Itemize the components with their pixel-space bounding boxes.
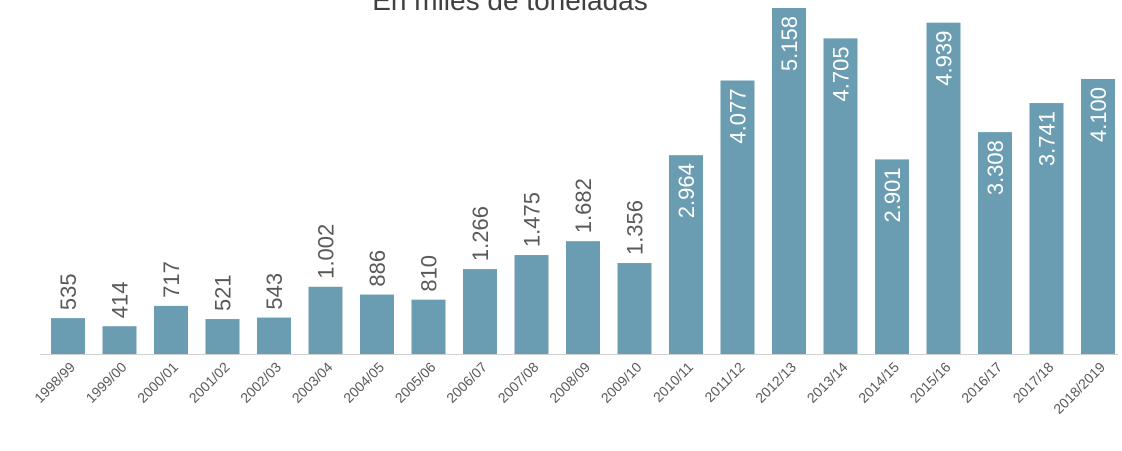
x-tick-label: 2003/04 — [289, 359, 336, 406]
bar — [360, 294, 394, 354]
x-tick-label: 2009/10 — [598, 359, 645, 406]
x-tick-label: 2012/13 — [752, 359, 799, 406]
x-tick-label: 2004/05 — [340, 359, 387, 406]
x-tick-label: 2000/01 — [134, 359, 181, 406]
x-tick-label: 1998/99 — [31, 359, 78, 406]
bar — [51, 318, 85, 354]
bar — [257, 317, 291, 354]
x-tick-label: 1999/00 — [83, 359, 130, 406]
x-tick-label: 2015/16 — [907, 359, 954, 406]
bar — [514, 255, 549, 354]
bar — [308, 286, 343, 354]
bar — [566, 241, 600, 354]
data-label: 5.158 — [777, 16, 802, 71]
data-label: 521 — [211, 274, 236, 311]
data-label: 535 — [56, 273, 81, 310]
data-label: 3.308 — [983, 140, 1008, 195]
x-tick-label: 2008/09 — [546, 359, 593, 406]
bar — [205, 319, 240, 354]
x-tick-label: 2007/08 — [495, 359, 542, 406]
data-label: 810 — [417, 255, 442, 292]
data-label: 543 — [262, 273, 287, 310]
chart-title: En miles de toneladas — [372, 0, 648, 16]
data-label: 717 — [159, 261, 184, 298]
data-label: 4.100 — [1086, 87, 1111, 142]
data-label: 4.939 — [932, 31, 957, 86]
x-tick-label: 2014/15 — [855, 359, 902, 406]
data-label: 1.682 — [571, 178, 596, 233]
bar — [978, 132, 1012, 354]
bar — [154, 305, 188, 354]
bar — [875, 159, 909, 354]
data-label: 3.741 — [1035, 111, 1060, 166]
x-tick-label: 2018/2019 — [1050, 359, 1108, 417]
x-tick-label: 2016/17 — [958, 359, 1005, 406]
bar — [617, 263, 652, 354]
x-tick-label: 2013/14 — [804, 359, 851, 406]
bar — [1081, 78, 1115, 354]
data-label: 1.266 — [468, 206, 493, 261]
bar — [463, 269, 497, 354]
x-tick-label: 2005/06 — [392, 359, 439, 406]
data-label: 1.356 — [623, 200, 648, 255]
bar — [1029, 103, 1064, 354]
data-label: 2.901 — [880, 167, 905, 222]
data-label: 414 — [108, 282, 133, 319]
bar — [720, 80, 755, 354]
bar — [411, 299, 446, 354]
x-tick-label: 2001/02 — [186, 359, 233, 406]
x-tick-label: 2010/11 — [650, 359, 697, 406]
bar — [669, 155, 703, 354]
x-tick-label: 2011/12 — [701, 359, 748, 406]
bar — [102, 326, 137, 354]
data-label: 2.964 — [674, 163, 699, 218]
x-tick-label: 2006/07 — [443, 359, 490, 406]
bar — [926, 22, 961, 354]
bar — [772, 8, 806, 354]
bar — [823, 38, 858, 354]
data-label: 886 — [365, 250, 390, 287]
data-label: 1.475 — [520, 192, 545, 247]
x-tick-label: 2002/03 — [237, 359, 284, 406]
data-label: 4.077 — [726, 89, 751, 144]
data-label: 4.705 — [829, 46, 854, 101]
data-label: 1.002 — [314, 224, 339, 279]
x-tick-label: 2017/18 — [1010, 359, 1057, 406]
